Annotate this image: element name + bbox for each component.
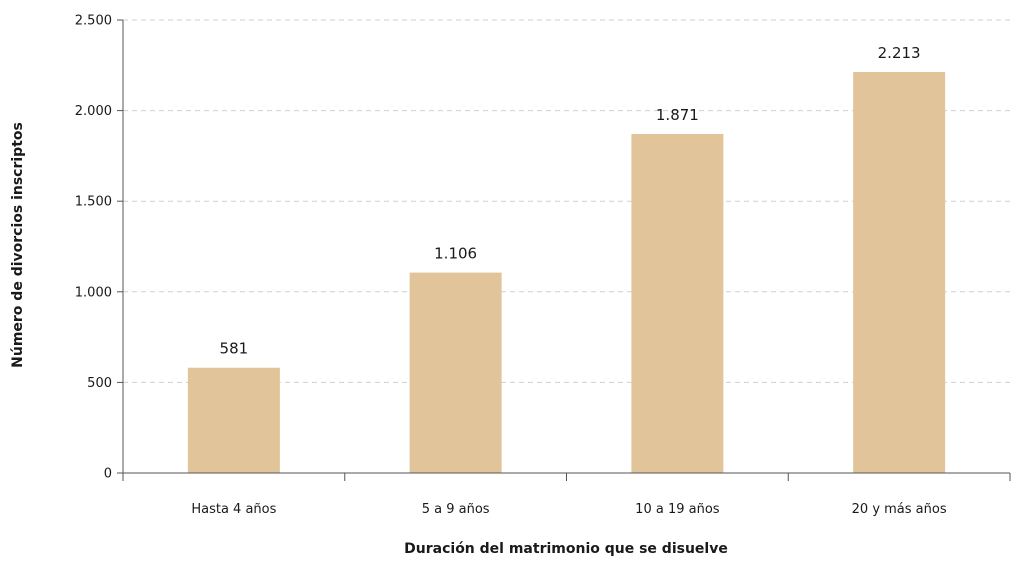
y-tick-label: 0 xyxy=(104,467,112,482)
bar xyxy=(187,367,280,473)
y-tick-label: 1.500 xyxy=(75,195,112,210)
bar xyxy=(631,133,724,473)
x-axis-title: Duración del matrimonio que se disuelve xyxy=(404,541,728,557)
y-tick-label: 1.000 xyxy=(75,285,112,300)
x-tick-label: 5 a 9 años xyxy=(422,502,490,517)
bar-value-label: 581 xyxy=(220,340,249,358)
bar xyxy=(409,272,502,473)
x-tick-label: 10 a 19 años xyxy=(635,502,720,517)
bars xyxy=(187,72,946,474)
x-tick-label: Hasta 4 años xyxy=(191,502,276,517)
axes xyxy=(117,19,1011,481)
bar-value-label: 2.213 xyxy=(878,44,921,62)
bar-value-label: 1.871 xyxy=(656,106,699,124)
y-axis-title: Número de divorcios inscriptos xyxy=(10,122,26,368)
x-tick-label: 20 y más años xyxy=(852,502,947,517)
labels: 0 500 1.000 1.500 2.000 2.500 581 Hasta 4 años 1… xyxy=(75,14,947,518)
bar xyxy=(853,72,946,474)
y-tick-label: 2.500 xyxy=(75,14,112,29)
bar-value-label: 1.106 xyxy=(434,245,477,263)
y-tick-label: 2.000 xyxy=(75,104,112,119)
y-tick-label: 500 xyxy=(87,376,112,391)
